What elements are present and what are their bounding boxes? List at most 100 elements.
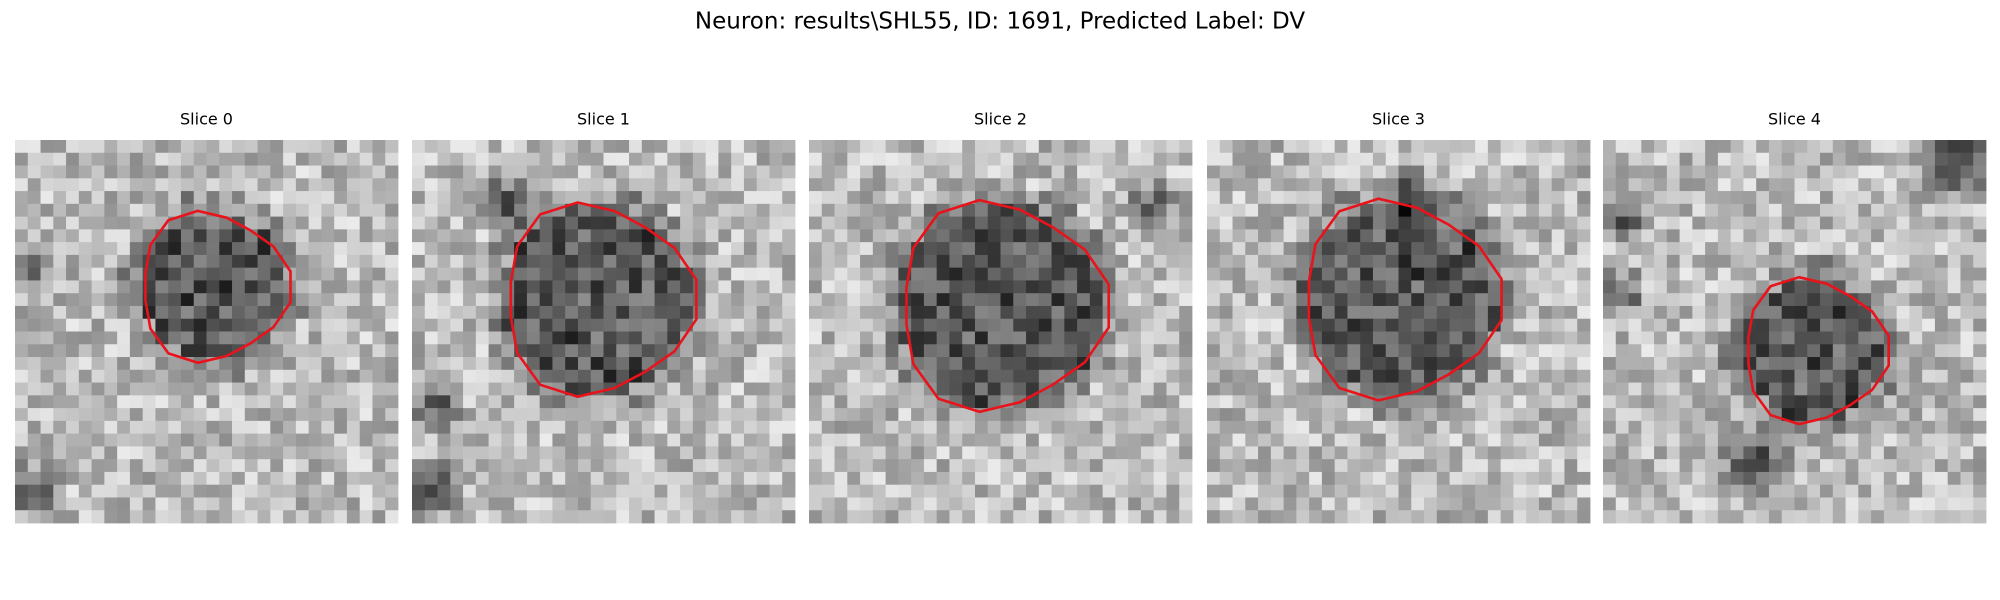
pixel (1258, 331, 1272, 345)
pixel (1462, 331, 1476, 345)
pixel (142, 420, 156, 435)
pixel (1896, 178, 1910, 192)
pixel (1922, 446, 1936, 460)
pixel (1475, 382, 1489, 396)
pixel (1089, 446, 1104, 460)
pixel (1820, 140, 1834, 154)
pixel (1013, 140, 1027, 154)
pixel (1641, 140, 1655, 154)
pixel (270, 510, 284, 524)
pixel (962, 369, 976, 383)
pixel (40, 152, 54, 166)
pixel (1038, 459, 1052, 473)
pixel (1321, 497, 1336, 511)
pixel (834, 433, 848, 447)
pixel (590, 165, 604, 179)
pixel (1551, 382, 1565, 396)
pixel (1551, 318, 1565, 332)
pixel (1500, 357, 1514, 371)
pixel (437, 331, 451, 345)
pixel (769, 140, 783, 154)
pixel (1871, 203, 1885, 217)
pixel (1794, 510, 1808, 524)
pixel (1051, 267, 1065, 281)
pixel (809, 420, 823, 435)
pixel (821, 254, 835, 269)
pixel (1309, 369, 1323, 383)
pixel (1411, 357, 1425, 371)
pixel (1794, 191, 1808, 205)
pixel (270, 471, 284, 486)
pixel (283, 178, 297, 192)
pixel (987, 344, 1001, 358)
pixel (1462, 229, 1476, 243)
pixel (1051, 497, 1065, 511)
pixel (616, 395, 630, 409)
pixel (680, 369, 694, 383)
panel-title: Slice 1 (577, 110, 630, 129)
pixel (1270, 229, 1284, 243)
pixel (1934, 433, 1949, 447)
pixel (66, 305, 80, 320)
pixel (1654, 471, 1668, 486)
pixel (15, 331, 29, 345)
pixel (155, 484, 169, 498)
pixel (1883, 382, 1898, 396)
pixel (1730, 178, 1744, 192)
pixel (1794, 408, 1808, 422)
pixel (743, 254, 758, 269)
pixel (450, 152, 464, 166)
pixel (962, 459, 976, 473)
pixel (1692, 331, 1706, 345)
pixel (1179, 459, 1193, 473)
pixel (731, 433, 745, 447)
pixel (911, 140, 925, 154)
pixel (1270, 178, 1284, 192)
pixel (923, 433, 938, 447)
pixel (1245, 369, 1259, 383)
pixel (117, 293, 131, 307)
pixel (1513, 152, 1527, 166)
pixel (66, 293, 80, 307)
pixel (295, 331, 310, 345)
pixel (244, 446, 258, 460)
pixel (232, 395, 246, 409)
pixel (974, 178, 989, 192)
pixel (514, 369, 528, 383)
pixel (1896, 293, 1910, 307)
pixel (526, 344, 541, 358)
pixel (885, 344, 899, 358)
pixel (1603, 178, 1617, 192)
pixel (295, 369, 310, 383)
pixel (1768, 420, 1783, 435)
pixel (526, 357, 541, 371)
pixel (295, 254, 310, 269)
pixel (1705, 178, 1719, 192)
pixel (346, 191, 361, 205)
pixel (1487, 382, 1502, 396)
pixel (501, 459, 515, 473)
pixel (424, 165, 438, 179)
pixel (654, 471, 668, 486)
pixel (1166, 331, 1180, 345)
pixel (40, 229, 54, 243)
pixel (1321, 433, 1336, 447)
pixel (1372, 395, 1387, 409)
pixel (526, 280, 541, 294)
pixel (987, 408, 1001, 422)
pixel (1883, 420, 1898, 435)
pixel (219, 471, 233, 486)
pixel (1475, 191, 1489, 205)
pixel (1411, 229, 1425, 243)
pixel (1781, 510, 1795, 524)
pixel (1832, 510, 1846, 524)
pixel (936, 165, 950, 179)
pixel (270, 152, 284, 166)
pixel (1794, 344, 1808, 358)
pixel (1258, 471, 1272, 486)
pixel (1232, 165, 1246, 179)
pixel (1922, 152, 1936, 166)
pixel (1781, 369, 1795, 383)
pixel (1372, 178, 1387, 192)
pixel (705, 497, 719, 511)
